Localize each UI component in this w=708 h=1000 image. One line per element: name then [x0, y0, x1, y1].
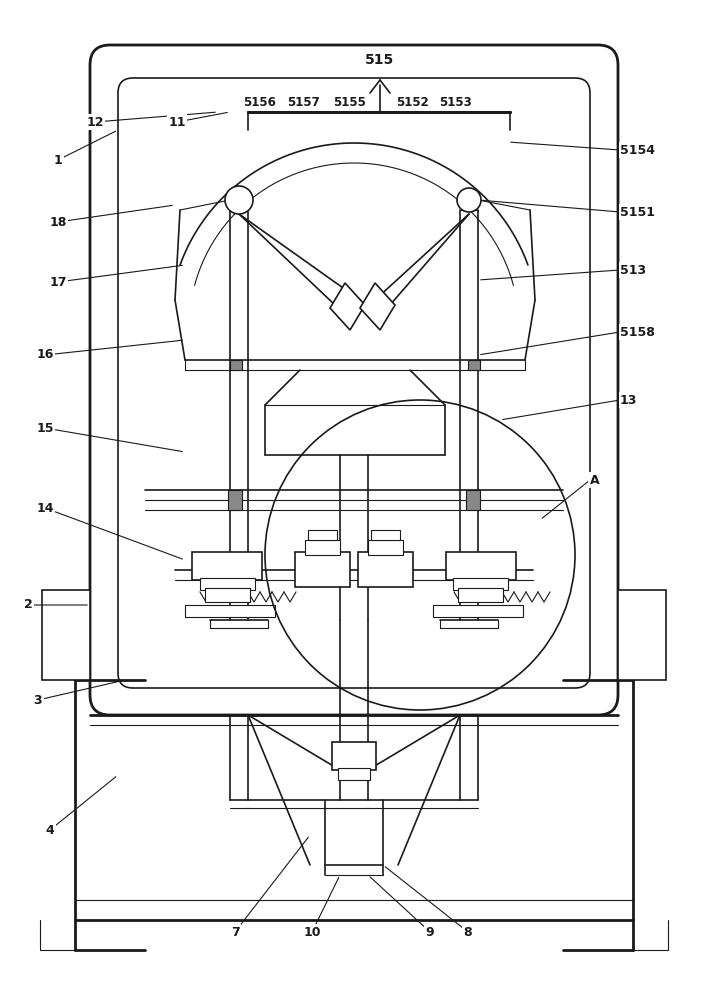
Text: 14: 14 [36, 502, 54, 514]
Circle shape [457, 188, 481, 212]
Bar [358, 552, 413, 587]
Text: 5154: 5154 [620, 143, 655, 156]
Text: 5153: 5153 [439, 97, 472, 109]
Circle shape [225, 186, 253, 214]
Polygon shape [360, 283, 395, 330]
Bar [468, 360, 480, 370]
Bar [458, 588, 503, 602]
FancyBboxPatch shape [90, 45, 618, 715]
Bar [185, 605, 275, 617]
Bar [205, 588, 250, 602]
Text: 9: 9 [426, 926, 434, 938]
FancyBboxPatch shape [118, 78, 590, 688]
Bar [618, 590, 666, 680]
Bar [453, 578, 508, 590]
Text: 7: 7 [231, 926, 239, 938]
Bar [338, 768, 370, 780]
Text: 13: 13 [620, 393, 637, 406]
Text: 513: 513 [620, 263, 646, 276]
Text: 5151: 5151 [620, 206, 655, 219]
Text: 8: 8 [464, 926, 472, 938]
Bar [466, 490, 480, 510]
Text: 3: 3 [34, 694, 42, 706]
Bar [371, 530, 400, 540]
Text: 5158: 5158 [620, 326, 655, 338]
Bar [446, 552, 516, 580]
Text: 5156: 5156 [244, 97, 276, 109]
Text: 5152: 5152 [396, 97, 428, 109]
Text: 17: 17 [50, 275, 67, 288]
Text: 2: 2 [23, 598, 33, 611]
Bar [228, 490, 242, 510]
Text: 12: 12 [86, 115, 104, 128]
Text: 15: 15 [36, 422, 54, 434]
Text: 1: 1 [54, 153, 62, 166]
Text: 18: 18 [50, 216, 67, 229]
Text: 4: 4 [45, 824, 55, 836]
Text: 515: 515 [365, 53, 394, 67]
Bar [192, 552, 262, 580]
Text: 5157: 5157 [287, 97, 319, 109]
Bar [42, 590, 90, 680]
Polygon shape [330, 283, 365, 330]
Text: A: A [590, 474, 600, 487]
Text: 10: 10 [303, 926, 321, 938]
Bar [200, 578, 255, 590]
Bar [433, 605, 523, 617]
Text: 5155: 5155 [333, 97, 367, 109]
Bar [332, 742, 376, 770]
Bar [295, 552, 350, 587]
Bar [305, 540, 340, 555]
Bar [368, 540, 403, 555]
Text: 16: 16 [36, 349, 54, 361]
Bar [308, 530, 337, 540]
Bar [230, 360, 242, 370]
Text: 11: 11 [169, 115, 185, 128]
